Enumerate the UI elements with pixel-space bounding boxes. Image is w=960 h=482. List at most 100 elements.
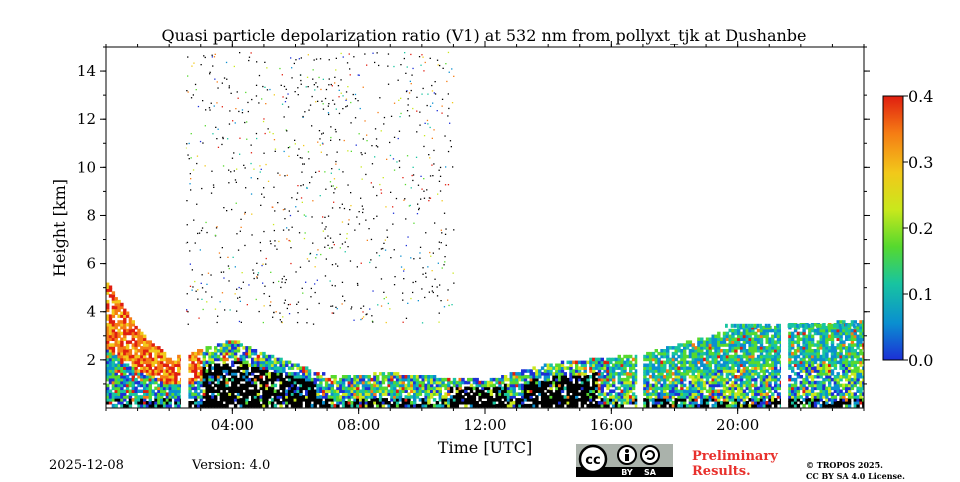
depol-cell — [197, 383, 201, 388]
depol-cell — [700, 369, 704, 373]
noise-dot — [319, 144, 321, 146]
depol-cell — [720, 349, 724, 353]
depol-cell — [205, 395, 209, 399]
depol-cell — [549, 372, 553, 376]
depol-cell — [472, 386, 477, 391]
depol-cell — [214, 349, 218, 353]
noise-dot — [200, 282, 202, 284]
depol-cell — [148, 377, 152, 382]
depol-cell — [725, 389, 730, 393]
depol-cell — [558, 366, 562, 370]
depol-cell — [734, 360, 738, 365]
depol-cell — [859, 323, 863, 327]
depol-cell — [125, 377, 130, 382]
depol-cell — [825, 340, 829, 344]
depol-cell — [839, 401, 843, 405]
depol-cell — [793, 389, 798, 393]
noise-dot — [236, 91, 238, 93]
depol-cell — [856, 340, 860, 344]
depol-cell — [509, 377, 513, 382]
noise-dot — [452, 166, 454, 168]
depol-cell — [242, 369, 246, 373]
depol-cell — [481, 395, 485, 399]
noise-dot — [251, 213, 253, 215]
depol-cell — [748, 372, 752, 376]
depol-cell — [236, 380, 241, 385]
noise-dot — [197, 232, 199, 235]
depol-cell — [276, 389, 280, 393]
depol-cell — [558, 380, 562, 385]
depol-cell — [543, 403, 548, 408]
depol-cell — [819, 360, 823, 365]
depol-cell — [802, 398, 806, 402]
depol-cell — [856, 343, 860, 347]
depol-cell — [833, 351, 838, 356]
depol-cell — [691, 375, 695, 379]
depol-cell — [529, 380, 533, 385]
depol-cell — [253, 360, 258, 365]
depol-cell — [143, 366, 147, 370]
depol-cell — [666, 392, 670, 396]
depol-cell — [503, 377, 508, 382]
noise-dot — [387, 302, 389, 305]
depol-cell — [805, 337, 809, 341]
depol-cell — [319, 377, 323, 382]
depol-cell — [660, 401, 664, 405]
depol-cell — [566, 398, 570, 402]
depol-cell — [518, 383, 522, 388]
depol-cell — [535, 386, 539, 391]
depol-cell — [717, 389, 721, 393]
depol-cell — [518, 398, 522, 402]
noise-dot — [431, 270, 433, 272]
noise-dot — [445, 244, 447, 246]
noise-dot — [246, 304, 248, 306]
depol-cell — [111, 363, 116, 367]
depol-cell — [225, 340, 229, 344]
depol-cell — [287, 398, 292, 402]
depol-cell — [398, 389, 403, 393]
depol-cell — [410, 380, 414, 385]
depol-cell — [131, 346, 135, 350]
depol-cell — [336, 401, 340, 405]
depol-cell — [532, 377, 536, 382]
depol-cell — [802, 351, 806, 356]
depol-cell — [774, 343, 778, 347]
depol-cell — [114, 311, 118, 315]
depol-cell — [296, 366, 300, 370]
depol-cell — [515, 372, 519, 376]
depol-cell — [555, 377, 559, 382]
depol-cell — [566, 366, 570, 370]
depol-cell — [484, 401, 488, 405]
depol-cell — [125, 346, 130, 350]
depol-cell — [148, 372, 152, 376]
depol-cell — [751, 377, 755, 382]
depol-cell — [575, 380, 579, 385]
depol-cell — [148, 349, 152, 353]
depol-cell — [245, 401, 249, 405]
depol-cell — [774, 398, 778, 402]
depol-cell — [603, 383, 607, 388]
depol-cell — [748, 398, 752, 402]
noise-dot — [202, 142, 204, 144]
depol-cell — [117, 320, 121, 324]
depol-cell — [603, 398, 607, 402]
depol-cell — [705, 369, 710, 373]
depol-cell — [714, 363, 718, 367]
noise-dot — [297, 210, 299, 212]
noise-dot — [419, 257, 421, 259]
depol-cell — [552, 398, 556, 402]
depol-cell — [299, 395, 303, 399]
depol-cell — [754, 389, 758, 393]
depol-cell — [194, 380, 198, 385]
noise-dot — [240, 321, 242, 323]
depol-cell — [361, 386, 366, 391]
depol-cell — [123, 331, 127, 336]
depol-cell — [162, 372, 167, 376]
depol-cell — [228, 369, 232, 373]
noise-dot — [354, 93, 357, 96]
depol-cell — [850, 340, 855, 344]
depol-cell — [833, 403, 838, 408]
depol-cell — [174, 363, 178, 367]
depol-cell — [793, 357, 798, 362]
noise-dot — [216, 226, 218, 228]
